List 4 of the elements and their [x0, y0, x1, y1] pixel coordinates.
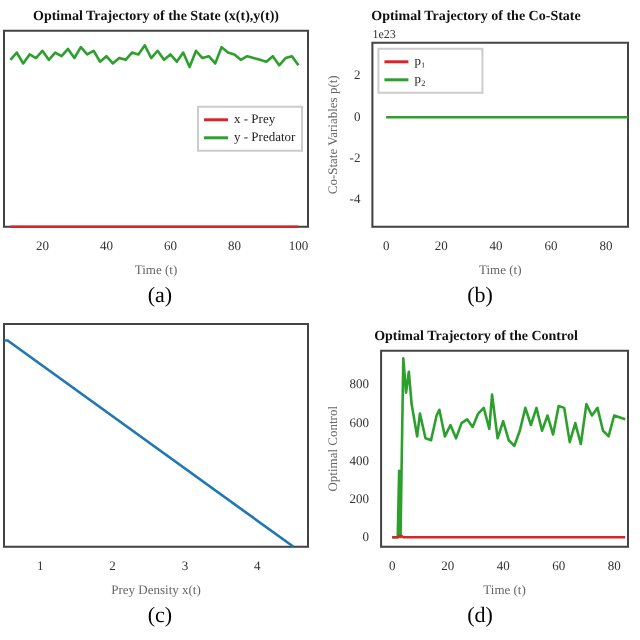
text: (b) [465, 284, 495, 308]
text: (d) [465, 604, 495, 628]
text: (a) [145, 284, 175, 308]
text: (c) [145, 604, 175, 628]
